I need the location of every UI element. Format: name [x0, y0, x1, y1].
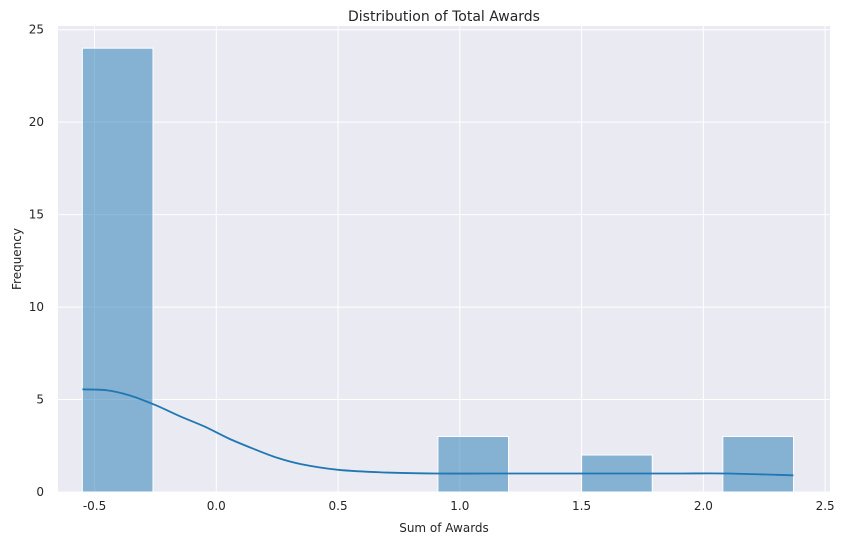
histogram-bar — [437, 436, 510, 493]
histogram-bar — [722, 436, 794, 493]
chart-title: Distribution of Total Awards — [348, 9, 540, 25]
x-tick-label: 0.0 — [207, 499, 226, 513]
x-tick-label: 2.5 — [816, 499, 835, 513]
x-tick-label: 1.5 — [572, 499, 591, 513]
histogram-bars — [81, 47, 794, 493]
y-axis-ticks: 0 5 10 15 20 25 — [29, 23, 44, 499]
x-tick-label: -0.5 — [83, 499, 106, 513]
y-tick-label: 10 — [29, 300, 44, 314]
y-tick-label: 20 — [29, 115, 44, 129]
y-tick-label: 15 — [29, 208, 44, 222]
kde-curve — [82, 388, 794, 477]
y-tick-label: 25 — [29, 23, 44, 37]
histogram-bar — [81, 47, 154, 493]
x-axis-label: Sum of Awards — [399, 521, 489, 535]
x-tick-label: 0.5 — [329, 499, 348, 513]
y-axis-label: Frequency — [10, 228, 24, 290]
y-tick-label: 0 — [36, 485, 44, 499]
plot-area — [58, 26, 830, 492]
y-tick-label: 5 — [36, 393, 44, 407]
x-tick-label: 2.0 — [694, 499, 713, 513]
grid-lines — [58, 26, 830, 493]
x-axis-ticks: -0.5 0.0 0.5 1.0 1.5 2.0 2.5 — [83, 499, 835, 513]
x-tick-label: 1.0 — [450, 499, 469, 513]
